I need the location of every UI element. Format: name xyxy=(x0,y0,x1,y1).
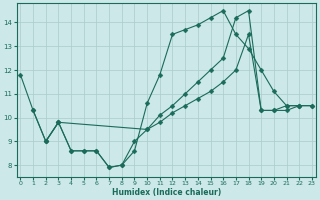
X-axis label: Humidex (Indice chaleur): Humidex (Indice chaleur) xyxy=(112,188,221,197)
